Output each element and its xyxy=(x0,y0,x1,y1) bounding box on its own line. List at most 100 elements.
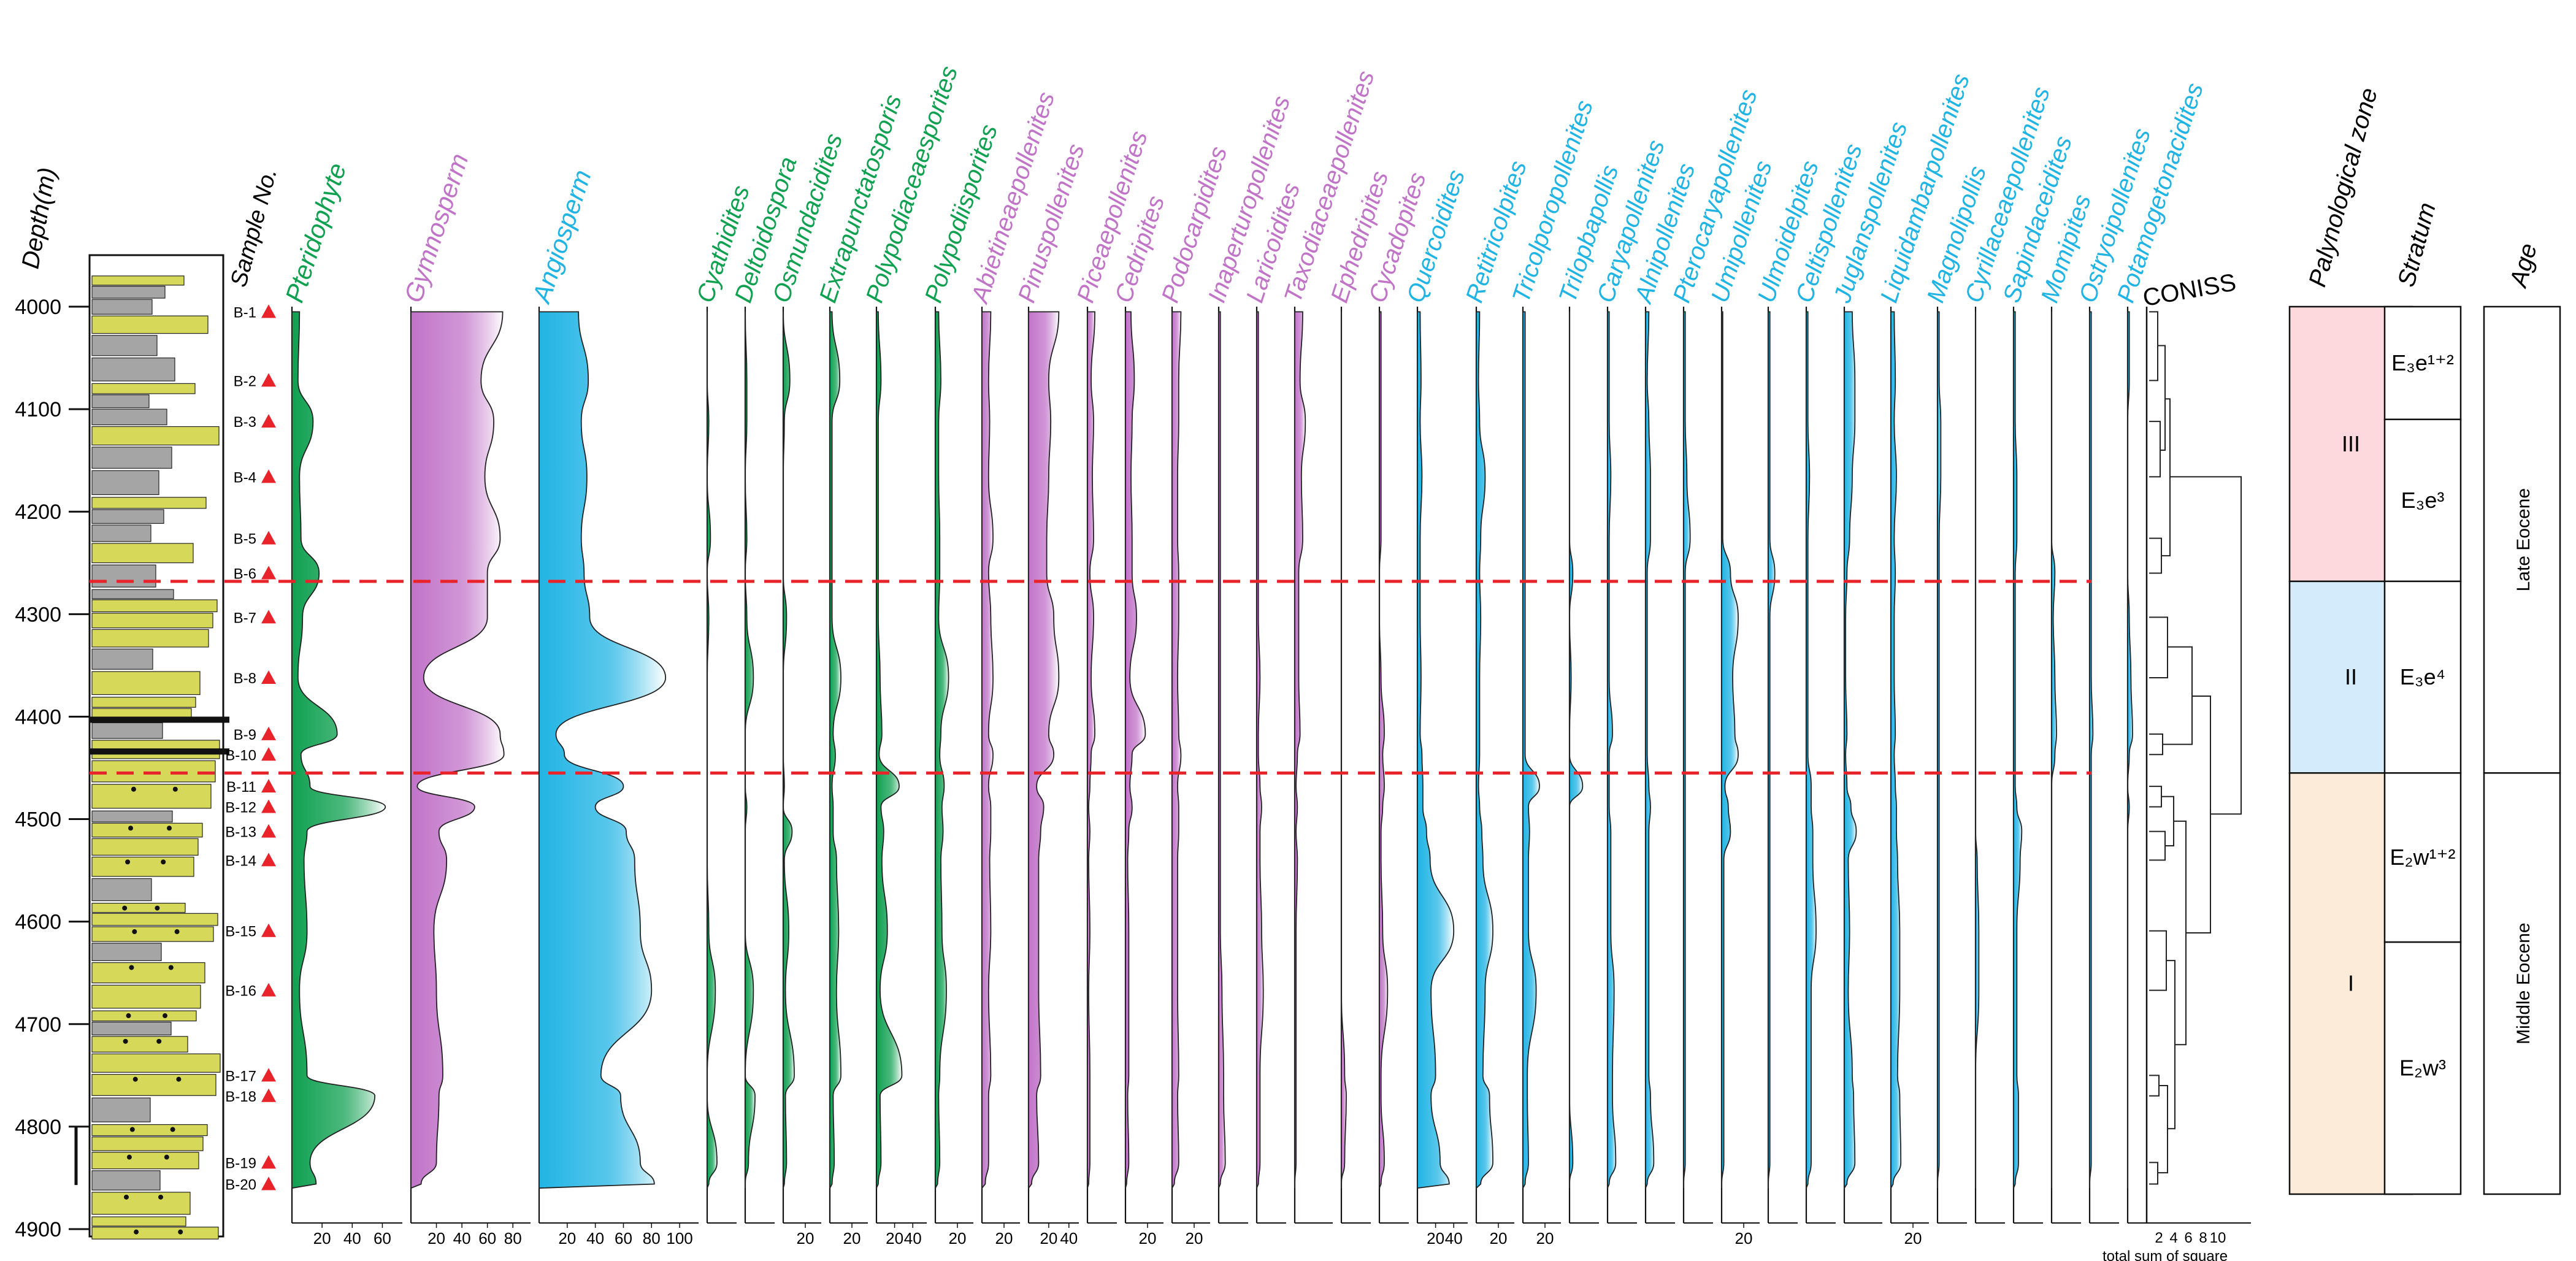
lithology-layer xyxy=(91,902,186,913)
lithology-layer xyxy=(91,470,159,496)
series-tick-label: 20 xyxy=(797,1229,815,1248)
depth-axis: 4000 4100 4200 4300 4400 4500 4600 4700 4800 4900 xyxy=(15,296,90,1241)
depth-axis-title: Depth(m) xyxy=(17,166,61,271)
series-area xyxy=(2089,311,2094,1189)
series-panel-inaperturopollenites: Inaperturopollenites xyxy=(1203,93,1295,1224)
sample-label: B-3 xyxy=(234,414,256,431)
dendrogram-branch xyxy=(2158,345,2166,451)
sample-marker xyxy=(261,531,276,545)
dendrogram-branch xyxy=(2158,1085,2168,1174)
series-tick-label: 20 xyxy=(1735,1229,1753,1248)
stratum-title: Stratum xyxy=(2393,200,2441,290)
sample-marker xyxy=(261,610,276,624)
gravel-dot xyxy=(122,905,128,911)
series-area xyxy=(2013,311,2023,1189)
series-tick-label: 20 xyxy=(1490,1229,1508,1248)
series-tick-label: 40 xyxy=(453,1229,471,1248)
lithology-layer xyxy=(91,447,172,469)
gravel-dot xyxy=(155,905,160,911)
sample-marker xyxy=(261,779,276,793)
lithology-layer xyxy=(91,1097,151,1122)
series-area xyxy=(1125,311,1146,1189)
sample-marker xyxy=(261,304,276,318)
sample-label: B-4 xyxy=(234,469,256,486)
series-area xyxy=(1806,311,1817,1189)
series-panel-potamogetonacidites: Potamogetonacidites xyxy=(2112,80,2209,1224)
gravel-dot xyxy=(174,929,180,935)
series-tick-label: 40 xyxy=(1445,1229,1463,1248)
lithology-layer xyxy=(91,613,213,629)
series-tick-label: 20 xyxy=(843,1229,861,1248)
sample-label: B-16 xyxy=(225,983,256,1000)
series-tick-label: 20 xyxy=(1427,1229,1444,1248)
series-area xyxy=(1256,311,1264,1189)
series-area xyxy=(1607,311,1617,1189)
lithology-layer xyxy=(91,315,209,334)
stratum-block xyxy=(2383,418,2462,583)
zone-boundary-lines xyxy=(90,580,2091,775)
lithology-layer xyxy=(91,856,194,877)
lithology-column: Depth(m) xyxy=(17,166,229,1240)
sample-label: B-10 xyxy=(225,747,256,764)
age-label: Late Eocene xyxy=(2513,488,2534,591)
sample-label: B-14 xyxy=(225,853,256,869)
series-panel-momipites: Momipites xyxy=(2036,191,2096,1224)
depth-tick-label: 4500 xyxy=(15,808,61,832)
dendrogram-branch xyxy=(2149,537,2162,574)
series-panel-celtispollenites: Celtispollenites xyxy=(1791,140,1868,1224)
sample-marker xyxy=(261,414,276,428)
series-area xyxy=(2127,311,2133,1189)
lithology-layer xyxy=(91,299,153,315)
gravel-dot xyxy=(168,965,174,970)
coniss-xlabel: total sum of square xyxy=(2103,1248,2228,1261)
sample-marker xyxy=(261,983,276,997)
sample-marker xyxy=(261,726,276,740)
coniss-tick-label: 2 xyxy=(2155,1230,2163,1246)
series-panel-ulmoidelpites: Ulmoidelpites xyxy=(1753,158,1824,1224)
lithology-layer xyxy=(91,629,209,648)
lithology-layer xyxy=(91,426,220,446)
series-area xyxy=(1645,311,1655,1189)
zones-label: I xyxy=(2348,971,2354,996)
depth-tick-label: 4700 xyxy=(15,1013,61,1037)
age-title: Age xyxy=(2505,240,2542,291)
series-tick-label: 20 xyxy=(995,1229,1013,1248)
dendrogram-branch xyxy=(2170,476,2242,815)
coniss-tick-label: 8 xyxy=(2199,1230,2207,1246)
lithology-layer xyxy=(91,810,173,822)
sample-marker xyxy=(261,565,276,580)
series-tick-label: 60 xyxy=(615,1229,632,1248)
zones-label: II xyxy=(2345,664,2357,689)
lithology-layer xyxy=(91,926,214,942)
series-area xyxy=(1890,311,1902,1189)
gravel-dot xyxy=(128,826,133,831)
gravel-dot xyxy=(134,1229,139,1235)
stratum-label: E₃e¹⁺² xyxy=(2391,350,2454,375)
age-column: Age Late Eocene Middle Eocene xyxy=(2483,240,2561,1195)
series-tick-label: 20 xyxy=(1186,1229,1203,1248)
stratum-label: E₂w³ xyxy=(2399,1056,2446,1081)
sample-label: B-9 xyxy=(234,727,256,743)
gravel-dot xyxy=(129,965,134,970)
series-panel-ephedripites: Ephedripites xyxy=(1326,168,1393,1224)
gravel-dot xyxy=(126,1013,131,1019)
sample-label: B-2 xyxy=(234,373,256,389)
series-tick-label: 20 xyxy=(1139,1229,1157,1248)
series-area xyxy=(1844,311,1857,1190)
gravel-dot xyxy=(126,1154,132,1160)
lithology-layer xyxy=(91,497,207,509)
series-area xyxy=(981,311,994,1190)
sample-header: Sample No. xyxy=(226,166,282,290)
series-area xyxy=(1569,312,1584,1189)
sample-label: B-20 xyxy=(225,1176,256,1193)
gravel-dot xyxy=(124,1194,129,1200)
lithology-layer xyxy=(91,1074,217,1096)
gravel-dot xyxy=(164,1154,169,1160)
series-tick-label: 20 xyxy=(1536,1229,1554,1248)
series-tick-label: 20 xyxy=(886,1229,903,1248)
sample-label: B-13 xyxy=(225,824,256,841)
series-panel-magnolipollis: Magnolipollis xyxy=(1922,163,1991,1224)
series-tick-label: 20 xyxy=(949,1229,967,1248)
